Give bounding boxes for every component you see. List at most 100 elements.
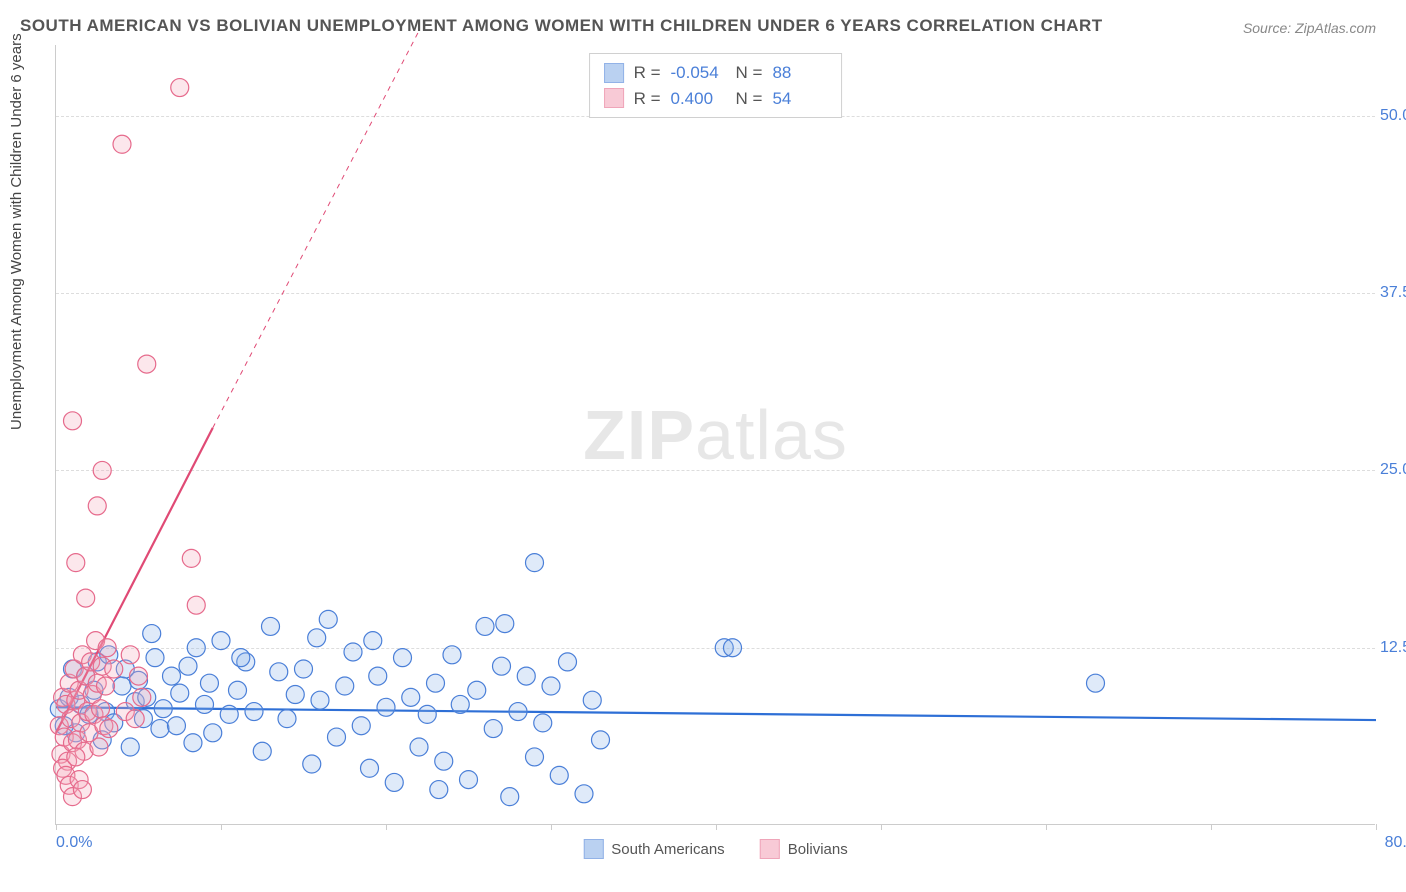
x-tick xyxy=(881,824,882,830)
data-point xyxy=(311,691,329,709)
data-point xyxy=(427,674,445,692)
stat-r-value: 0.400 xyxy=(671,86,726,112)
data-point xyxy=(151,720,169,738)
x-tick xyxy=(1046,824,1047,830)
data-point xyxy=(113,677,131,695)
stat-r-label: R = xyxy=(634,60,661,86)
data-point xyxy=(167,717,185,735)
data-point xyxy=(526,748,544,766)
data-point xyxy=(73,781,91,799)
data-point xyxy=(344,643,362,661)
data-point xyxy=(394,649,412,667)
x-tick xyxy=(716,824,717,830)
data-point xyxy=(133,688,151,706)
data-point xyxy=(583,691,601,709)
data-point xyxy=(154,700,172,718)
data-point xyxy=(232,649,250,667)
data-point xyxy=(163,667,181,685)
data-point xyxy=(410,738,428,756)
y-tick-label: 37.5% xyxy=(1380,284,1406,302)
data-point xyxy=(509,703,527,721)
data-point xyxy=(303,755,321,773)
data-point xyxy=(493,657,511,675)
data-point xyxy=(77,589,95,607)
data-point xyxy=(468,681,486,699)
data-point xyxy=(196,695,214,713)
stat-n-value: 88 xyxy=(772,60,827,86)
data-point xyxy=(364,632,382,650)
y-tick-label: 12.5% xyxy=(1380,639,1406,657)
data-point xyxy=(451,695,469,713)
legend-item: South Americans xyxy=(583,839,724,859)
data-point xyxy=(171,684,189,702)
x-tick xyxy=(221,824,222,830)
x-tick xyxy=(56,824,57,830)
x-axis-min-label: 0.0% xyxy=(56,834,92,852)
data-point xyxy=(484,720,502,738)
stats-row: R = -0.054 N = 88 xyxy=(604,60,828,86)
data-point xyxy=(126,710,144,728)
x-tick xyxy=(551,824,552,830)
x-tick xyxy=(1211,824,1212,830)
data-point xyxy=(501,788,519,806)
y-tick-label: 50.0% xyxy=(1380,107,1406,125)
data-point xyxy=(435,752,453,770)
data-point xyxy=(90,738,108,756)
data-point xyxy=(369,667,387,685)
data-point xyxy=(204,724,222,742)
data-point xyxy=(526,554,544,572)
x-axis-max-label: 80.0% xyxy=(1385,834,1406,852)
stat-r-value: -0.054 xyxy=(671,60,726,86)
chart-svg xyxy=(56,45,1375,824)
stat-r-label: R = xyxy=(634,86,661,112)
data-point xyxy=(113,135,131,153)
legend-swatch xyxy=(760,839,780,859)
stats-swatch xyxy=(604,63,624,83)
data-point xyxy=(352,717,370,735)
data-point xyxy=(517,667,535,685)
data-point xyxy=(550,766,568,784)
data-point xyxy=(229,681,247,699)
data-point xyxy=(336,677,354,695)
data-point xyxy=(67,554,85,572)
stats-row: R = 0.400 N = 54 xyxy=(604,86,828,112)
data-point xyxy=(377,698,395,716)
data-point xyxy=(138,355,156,373)
data-point xyxy=(245,703,263,721)
data-point xyxy=(402,688,420,706)
data-point xyxy=(278,710,296,728)
data-point xyxy=(92,700,110,718)
data-point xyxy=(171,79,189,97)
data-point xyxy=(143,625,161,643)
data-point xyxy=(93,461,111,479)
data-point xyxy=(64,412,82,430)
data-point xyxy=(130,667,148,685)
source-link[interactable]: ZipAtlas.com xyxy=(1295,20,1376,36)
source-attribution: Source: ZipAtlas.com xyxy=(1243,20,1376,36)
data-point xyxy=(460,771,478,789)
legend-label: South Americans xyxy=(611,841,724,858)
data-point xyxy=(559,653,577,671)
data-point xyxy=(184,734,202,752)
data-point xyxy=(187,639,205,657)
data-point xyxy=(97,677,115,695)
plot-area: ZIPatlas 12.5%25.0%37.5%50.0% 0.0% 80.0%… xyxy=(55,45,1375,825)
data-point xyxy=(418,705,436,723)
data-point xyxy=(295,660,313,678)
stat-n-label: N = xyxy=(736,60,763,86)
data-point xyxy=(121,738,139,756)
data-point xyxy=(534,714,552,732)
data-point xyxy=(146,649,164,667)
data-point xyxy=(430,781,448,799)
stat-n-label: N = xyxy=(736,86,763,112)
stat-n-value: 54 xyxy=(772,86,827,112)
data-point xyxy=(476,617,494,635)
legend-item: Bolivians xyxy=(760,839,848,859)
data-point xyxy=(443,646,461,664)
data-point xyxy=(542,677,560,695)
data-point xyxy=(319,610,337,628)
y-tick-label: 25.0% xyxy=(1380,461,1406,479)
data-point xyxy=(100,720,118,738)
source-label: Source: xyxy=(1243,20,1291,36)
data-point xyxy=(182,549,200,567)
